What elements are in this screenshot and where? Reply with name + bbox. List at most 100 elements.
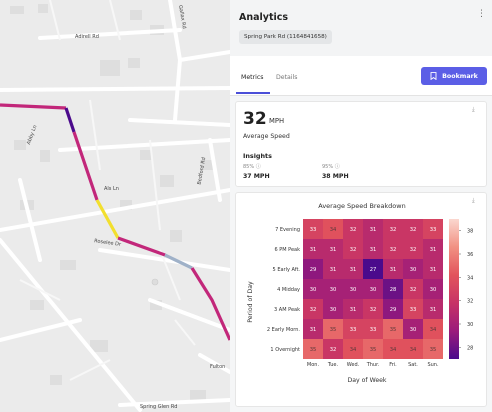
heatmap-cell: [303, 219, 323, 239]
speed-card: ⤓ 32 MPH Average Speed Insights 85% ⓘ 37…: [235, 101, 487, 187]
speed-unit: MPH: [269, 117, 285, 125]
heatmap-cell-label: 34: [350, 347, 357, 353]
heatmap-cell: [423, 259, 443, 279]
heatmap-cell-label: 32: [330, 347, 337, 353]
heatmap-cell-label: 34: [430, 327, 437, 333]
street-label-fulton: Fulton: [210, 364, 226, 370]
active-tab-indicator: [236, 92, 270, 94]
heatmap-cell-label: 34: [330, 227, 337, 233]
chart-title: Average Speed Breakdown: [318, 202, 406, 210]
heatmap-cell: [383, 239, 403, 259]
heatmap-cell-label: 27: [370, 267, 377, 273]
x-axis-label: Day of Week: [347, 377, 386, 384]
heatmap-cell: [303, 279, 323, 299]
heatmap-cell: [303, 259, 323, 279]
heatmap-cell: [343, 259, 363, 279]
heatmap-chart: 33 34 32 31 32 32 33 31 31 32 31 32 32 31 29 31 31 27 31 30…: [247, 219, 473, 384]
y-tick-label: 2 Early Morn.: [267, 327, 300, 333]
heatmap-cell-label: 35: [370, 347, 377, 353]
colorbar-tick-label: 32: [467, 299, 473, 305]
street-label-spring-glen: Spring Glen Rd: [140, 404, 178, 410]
heatmap-cell: [403, 259, 423, 279]
tab-details[interactable]: Details: [276, 74, 298, 81]
heatmap-cell-label: 28: [390, 287, 397, 293]
x-tick-label: Tue.: [327, 362, 339, 368]
heatmap-cell: [403, 299, 423, 319]
heatmap-cell-label: 35: [390, 327, 397, 333]
tab-bar: Metrics Details Bookmark: [230, 56, 492, 96]
heatmap-cell-label: 32: [410, 287, 417, 293]
heatmap-cell: [343, 219, 363, 239]
heatmap-cell-label: 35: [330, 327, 337, 333]
heatmap-cell-label: 33: [410, 307, 417, 313]
y-tick-label: 5 Early Aft.: [273, 267, 301, 273]
heatmap-cell: [363, 259, 383, 279]
speed-label: Average Speed: [243, 133, 290, 140]
heatmap-cell-label: 35: [310, 347, 317, 353]
heatmap-cell: [303, 239, 323, 259]
heatmap-cell-label: 30: [410, 267, 417, 273]
heatmap-cell: [423, 219, 443, 239]
heatmap-cell: [363, 239, 383, 259]
heatmap-cell-label: 32: [390, 247, 397, 253]
info-icon: ⓘ: [255, 164, 261, 170]
heatmap-cell: [323, 319, 343, 339]
heatmap-cell: [383, 319, 403, 339]
heatmap-cell: [383, 279, 403, 299]
heatmap-cell-label: 30: [410, 327, 417, 333]
heatmap-cell: [303, 339, 323, 359]
y-tick-label: 6 PM Peak: [274, 247, 300, 253]
heatmap-cell-label: 32: [350, 227, 357, 233]
bookmark-button[interactable]: Bookmark: [421, 67, 487, 85]
heatmap-cell-label: 34: [410, 347, 417, 353]
heatmap-cell-label: 31: [430, 307, 437, 313]
kebab-icon[interactable]: ⋮: [477, 9, 486, 19]
heatmap-cell: [403, 219, 423, 239]
heatmap-cell: [363, 319, 383, 339]
heatmap-cell: [423, 299, 443, 319]
heatmap-cell: [343, 299, 363, 319]
y-axis-label: Period of Day: [247, 281, 254, 323]
colorbar-tick-label: 36: [467, 252, 473, 258]
x-tick-label: Thur.: [366, 362, 380, 368]
colorbar-tick-label: 30: [467, 322, 473, 328]
insights-heading: Insights: [243, 152, 272, 160]
heatmap-cell-label: 32: [350, 247, 357, 253]
tab-metrics[interactable]: Metrics: [241, 74, 264, 81]
heatmap-cell: [403, 279, 423, 299]
heatmap-cell: [323, 219, 343, 239]
heatmap-cell: [323, 239, 343, 259]
heatmap-cell: [343, 239, 363, 259]
speed-breakdown-card: ⤓ Average Speed Breakdown 33 34 32 31 32 32 33…: [235, 192, 487, 407]
heatmap-cell: [323, 299, 343, 319]
heatmap-cell: [383, 219, 403, 239]
speed-value: 32: [243, 109, 267, 129]
heatmap-cell-label: 30: [430, 287, 437, 293]
download-icon[interactable]: ⤓: [472, 106, 475, 113]
heatmap-cell: [343, 279, 363, 299]
street-label-adirell: Adirell Rd: [75, 34, 99, 40]
colorbar-tick-label: 34: [467, 275, 473, 281]
heatmap-cell: [363, 339, 383, 359]
heatmap-cell-label: 30: [370, 287, 377, 293]
heatmap-cell-label: 30: [330, 307, 337, 313]
insight-pct-85: 85% ⓘ: [243, 164, 261, 170]
panel-title: Analytics: [239, 12, 289, 23]
heatmap-cell-label: 32: [310, 307, 317, 313]
download-icon[interactable]: ⤓: [472, 197, 475, 204]
heatmap-cell-label: 33: [350, 327, 357, 333]
x-tick-label: Mon.: [307, 362, 320, 368]
heatmap-cell-label: 29: [390, 307, 397, 313]
map-view[interactable]: Adirell Rd Gallax Rd Abby Ln Bedford Rd …: [0, 0, 230, 412]
heatmap-cell: [323, 259, 343, 279]
insight-value-95: 38 MPH: [322, 173, 349, 180]
y-tick-label: 1 Overnight: [270, 347, 300, 353]
info-icon: ⓘ: [334, 164, 340, 170]
heatmap-cell: [383, 299, 403, 319]
heatmap-cell-label: 30: [330, 287, 337, 293]
heatmap-cell-label: 31: [330, 247, 337, 253]
heatmap-cell-label: 31: [430, 247, 437, 253]
heatmap-cell: [423, 339, 443, 359]
panel-header: Analytics ⋮ Spring Park Rd (1164841658): [230, 0, 492, 56]
heatmap-cell: [303, 299, 323, 319]
